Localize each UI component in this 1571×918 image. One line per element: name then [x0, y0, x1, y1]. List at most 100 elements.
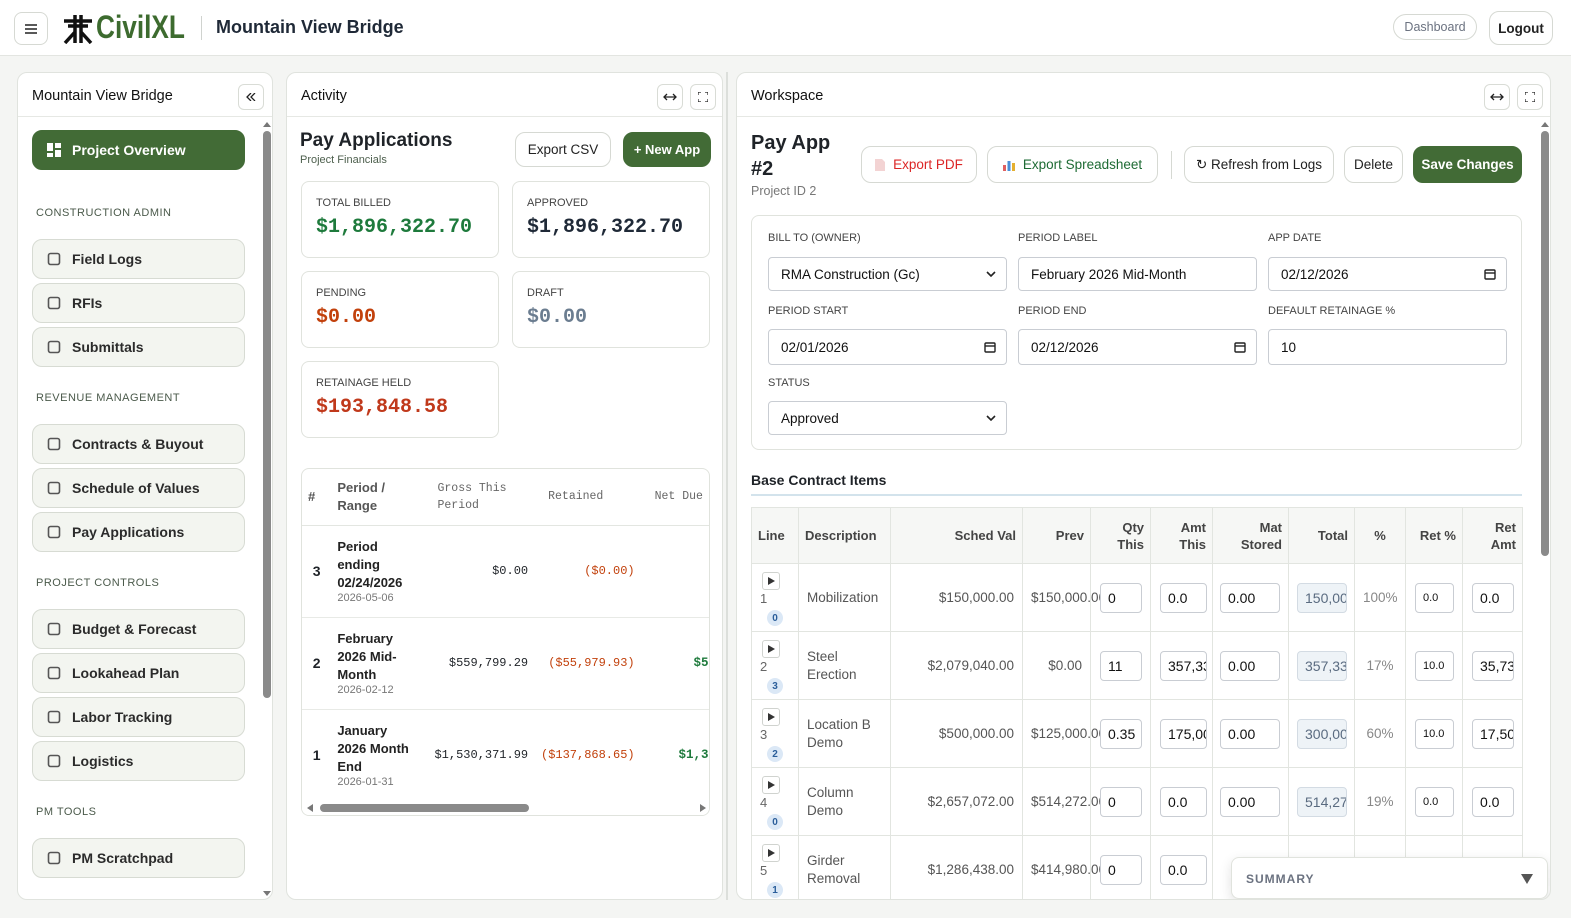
- net-due: $1,392,503.34: [678, 748, 709, 762]
- expand-button[interactable]: [762, 640, 780, 658]
- nav-button[interactable]: Submittals: [32, 327, 245, 367]
- collapse-button[interactable]: [238, 84, 264, 110]
- ret-pct-input[interactable]: 10.0: [1415, 719, 1454, 749]
- nav-button[interactable]: Field Logs: [32, 239, 245, 279]
- column-header: Ret Amt: [1462, 507, 1523, 564]
- nav-button[interactable]: RFIs: [32, 283, 245, 323]
- total-cell: 300,000.00: [1288, 699, 1355, 768]
- description: Mobilization: [798, 563, 891, 632]
- refresh-button[interactable]: ↻ Refresh from Logs: [1184, 146, 1334, 183]
- section-label: PROJECT CONTROLS: [36, 577, 160, 589]
- ret-amt-input[interactable]: 35,733.60: [1472, 651, 1514, 681]
- field-select[interactable]: RMA Construction (Gc): [768, 257, 1007, 291]
- column-header: %: [1354, 507, 1406, 564]
- nav-icon: [47, 622, 61, 636]
- sched-cell: $500,000.00: [890, 699, 1023, 768]
- qty-input[interactable]: 0.35: [1100, 719, 1142, 749]
- nav-button[interactable]: Lookahead Plan: [32, 653, 245, 693]
- nav-label: Submittals: [72, 339, 144, 355]
- qty-cell: 0: [1090, 835, 1151, 899]
- fullscreen-icon: [698, 92, 708, 102]
- stat-card: APPROVED $1,896,322.70: [512, 181, 710, 258]
- description: Steel Erection: [798, 631, 891, 700]
- ret-pct-input[interactable]: 0.0: [1415, 583, 1454, 613]
- amt-cell: 0.0: [1150, 563, 1213, 632]
- divider: [1171, 151, 1172, 179]
- description: Column Demo: [798, 767, 891, 836]
- nav-button[interactable]: PM Scratchpad: [32, 838, 245, 878]
- ret-pct-input[interactable]: 0.0: [1415, 787, 1454, 817]
- sidebar-title: Mountain View Bridge: [32, 88, 173, 104]
- ret-amt-cell: 35,733.60: [1462, 631, 1523, 700]
- total-input: 150,000.00: [1297, 583, 1347, 613]
- activity-title: Activity: [301, 88, 347, 104]
- field-date[interactable]: 02/12/2026: [1268, 257, 1507, 291]
- pay-app-row[interactable]: 2 February 2026 Mid-Month 2026-02-12 $559,7…: [302, 617, 709, 709]
- mat-input[interactable]: 0.00: [1220, 651, 1280, 681]
- expand-button[interactable]: [657, 84, 683, 110]
- qty-input[interactable]: 0: [1100, 787, 1142, 817]
- expand-button[interactable]: [762, 776, 780, 794]
- nav-button[interactable]: Project Overview: [32, 130, 245, 170]
- amt-input[interactable]: 0.0: [1160, 787, 1207, 817]
- amt-input[interactable]: 0.0: [1160, 855, 1207, 885]
- logout-button[interactable]: Logout: [1489, 11, 1553, 45]
- amt-input[interactable]: 357,336.00: [1160, 651, 1207, 681]
- pay-app-row[interactable]: 1 January 2026 Month End 2026-01-31 $1,530,…: [302, 709, 709, 801]
- sched-cell: $2,657,072.00: [890, 767, 1023, 836]
- field-label: STATUS: [768, 377, 810, 389]
- expand-button[interactable]: [762, 708, 780, 726]
- qty-input[interactable]: 0: [1100, 583, 1142, 613]
- mat-input[interactable]: 0.00: [1220, 719, 1280, 749]
- export-spreadsheet-button[interactable]: Export Spreadsheet: [987, 146, 1158, 183]
- field-date[interactable]: 02/12/2026: [1018, 329, 1257, 365]
- field-label: BILL TO (OWNER): [768, 232, 861, 244]
- dashboard-button[interactable]: Dashboard: [1393, 14, 1477, 40]
- description: Girder Removal: [798, 835, 891, 899]
- qty-input[interactable]: 0: [1100, 855, 1142, 885]
- nav-button[interactable]: Labor Tracking: [32, 697, 245, 737]
- total-cell: 357,336.00: [1288, 631, 1355, 700]
- export-csv-button[interactable]: Export CSV: [515, 132, 611, 167]
- nav-button[interactable]: Logistics: [32, 741, 245, 781]
- nav-icon: [47, 296, 61, 310]
- menu-button[interactable]: [14, 12, 48, 45]
- period: February 2026 Mid-Month: [337, 631, 397, 682]
- new-app-button[interactable]: + New App: [623, 132, 711, 167]
- nav-button[interactable]: Pay Applications: [32, 512, 245, 552]
- qty-input[interactable]: 11: [1100, 651, 1142, 681]
- mat-input[interactable]: 0.00: [1220, 787, 1280, 817]
- save-button[interactable]: Save Changes: [1413, 146, 1522, 183]
- field-date[interactable]: 02/01/2026: [768, 329, 1007, 365]
- summary-toggle[interactable]: [1521, 874, 1533, 884]
- pay-app-row[interactable]: 3 Period ending 02/24/2026 2026-05-06 $0.00…: [302, 525, 709, 617]
- expand-button[interactable]: [762, 844, 780, 862]
- fullscreen-button[interactable]: [1517, 84, 1543, 110]
- field-select[interactable]: Approved: [768, 401, 1007, 435]
- ret-amt-input[interactable]: 17,500.00: [1472, 719, 1514, 749]
- amt-input[interactable]: 0.0: [1160, 583, 1207, 613]
- qty-cell: 0.35: [1090, 699, 1151, 768]
- ret-pct-input[interactable]: 10.0: [1415, 651, 1454, 681]
- fullscreen-button[interactable]: [690, 84, 716, 110]
- delete-button[interactable]: Delete: [1344, 146, 1403, 183]
- nav-label: Lookahead Plan: [72, 665, 180, 681]
- nav-button[interactable]: Contracts & Buyout: [32, 424, 245, 464]
- ret-amt-input[interactable]: 0.0: [1472, 583, 1514, 613]
- export-pdf-button[interactable]: Export PDF: [861, 146, 977, 183]
- expand-button[interactable]: [1484, 84, 1510, 110]
- nav-button[interactable]: Schedule of Values: [32, 468, 245, 508]
- field-text[interactable]: 10: [1268, 329, 1507, 365]
- mat-input[interactable]: 0.00: [1220, 583, 1280, 613]
- amt-input[interactable]: 175,000.00: [1160, 719, 1207, 749]
- column-header: Qty This: [1090, 507, 1151, 564]
- nav-button[interactable]: Budget & Forecast: [32, 609, 245, 649]
- field-text[interactable]: February 2026 Mid-Month: [1018, 257, 1257, 291]
- divider: [737, 116, 1550, 117]
- summary-panel[interactable]: SUMMARY: [1231, 857, 1548, 899]
- ret-amt-input[interactable]: 0.0: [1472, 787, 1514, 817]
- retained: ($0.00): [584, 564, 635, 578]
- column-header: Net Due: [654, 490, 703, 504]
- expand-button[interactable]: [762, 572, 780, 590]
